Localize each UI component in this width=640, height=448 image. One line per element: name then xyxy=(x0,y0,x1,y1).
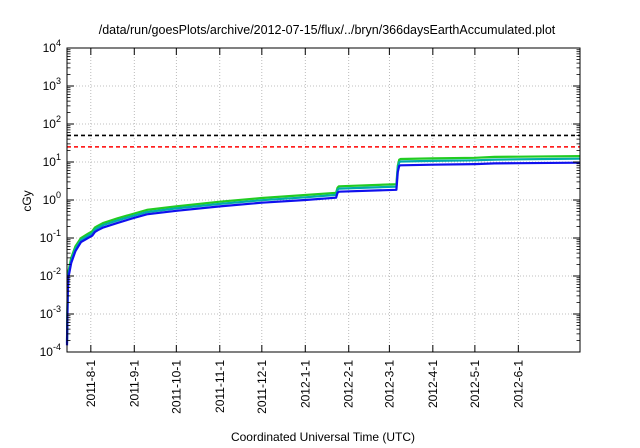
x-axis: 2011-8-1 2011-9-1 2011-10-1 2011-11-1 2011-1… xyxy=(84,48,525,414)
x-tick-label: 2012-1-1 xyxy=(298,360,312,408)
x-tick-label: 2011-12-1 xyxy=(255,360,269,414)
y-tick-label: 100 xyxy=(43,190,61,207)
chart-title: /data/run/goesPlots/archive/2012-07-15/f… xyxy=(99,23,556,37)
y-tick-label: 104 xyxy=(43,38,61,55)
x-tick-label: 2011-9-1 xyxy=(127,360,141,407)
y-tick-label: 102 xyxy=(43,114,61,131)
x-tick-label: 2012-3-1 xyxy=(382,360,396,408)
series-line xyxy=(65,161,581,346)
x-tick-label: 2011-10-1 xyxy=(169,360,183,414)
y-tick-label: 10-1 xyxy=(40,228,61,245)
x-tick-label: 2012-5-1 xyxy=(468,360,482,408)
x-tick-label: 2011-11-1 xyxy=(213,360,227,413)
reference-lines xyxy=(67,134,580,148)
x-tick-label: 2012-6-1 xyxy=(511,360,525,408)
series-lines xyxy=(65,155,581,346)
y-tick-label: 10-4 xyxy=(40,342,61,359)
y-tick-label: 101 xyxy=(43,152,61,169)
x-axis-label: Coordinated Universal Time (UTC) xyxy=(231,430,415,444)
x-tick-label: 2012-4-1 xyxy=(426,360,440,408)
y-tick-label: 10-3 xyxy=(40,304,61,321)
x-tick-label: 2011-8-1 xyxy=(84,360,98,407)
y-axis-label: cGy xyxy=(20,190,34,211)
y-axis: 10-4 10-3 10-2 10-1 100 101 102 103 104 xyxy=(40,38,580,359)
y-tick-label: 103 xyxy=(43,76,61,93)
y-tick-label: 10-2 xyxy=(40,266,61,283)
series-line xyxy=(65,155,581,341)
x-tick-label: 2012-2-1 xyxy=(342,360,356,408)
